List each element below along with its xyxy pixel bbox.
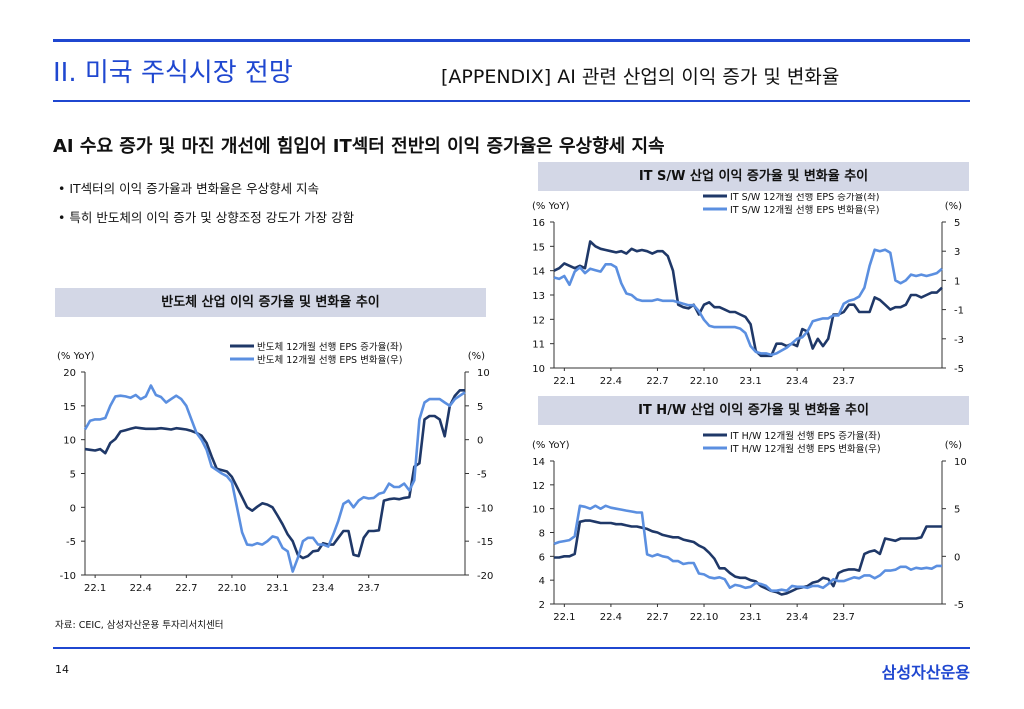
legend-label: 반도체 12개월 선행 EPS 변화율(우) (257, 354, 402, 366)
source-note: 자료: CEIC, 삼성자산운용 투자리서치센터 (55, 620, 224, 631)
sw-chart-title: IT S/W 산업 이익 증가율 및 변화율 추이 (538, 162, 969, 191)
left-tick-label: 10 (532, 364, 545, 375)
right-tick-label: -5 (954, 364, 964, 375)
left-tick-label: 5 (70, 470, 76, 481)
right-tick-label: 0 (954, 552, 960, 563)
left-tick-label: 8 (539, 529, 545, 540)
bullet-list: IT섹터의 이익 증가율과 변화율은 우상향세 지속 특히 반도체의 이익 증가… (58, 178, 354, 236)
left-tick-label: -5 (66, 537, 76, 548)
x-tick-label: 23.4 (312, 583, 334, 594)
x-tick-label: 23.7 (833, 612, 855, 623)
series-line-eps-growth (554, 519, 942, 596)
right-tick-label: -5 (954, 600, 964, 611)
left-unit-label: (% YoY) (57, 351, 95, 362)
title-underline (53, 100, 970, 102)
right-unit-label: (%) (468, 351, 485, 362)
legend-label: IT S/W 12개월 선행 EPS 증가율(좌) (730, 193, 880, 203)
x-tick-label: 22.7 (646, 612, 668, 623)
right-tick-label: -1 (954, 306, 964, 317)
x-tick-label: 22.1 (553, 376, 575, 387)
right-unit-label: (%) (945, 201, 962, 212)
brand-logo: 삼성자산운용 (881, 663, 970, 682)
x-tick-label: 22.10 (690, 612, 719, 623)
x-tick-label: 22.10 (218, 583, 247, 594)
page-number: 14 (55, 663, 69, 676)
x-tick-label: 22.4 (600, 376, 622, 387)
x-tick-label: 23.4 (786, 612, 808, 623)
x-tick-label: 23.4 (786, 376, 808, 387)
left-tick-label: 15 (532, 242, 545, 253)
x-tick-label: 23.1 (739, 612, 761, 623)
series-line-eps-revision (83, 384, 466, 573)
x-tick-label: 22.4 (130, 583, 152, 594)
left-tick-label: 14 (532, 457, 545, 468)
footer-rule (53, 647, 970, 649)
right-unit-label: (%) (945, 440, 962, 451)
right-tick-label: 5 (954, 218, 960, 229)
right-tick-label: 5 (954, 505, 960, 516)
series-line-eps-growth (84, 388, 465, 560)
right-tick-label: -20 (477, 571, 493, 582)
left-tick-label: 10 (532, 505, 545, 516)
x-tick-label: 22.7 (646, 376, 668, 387)
right-tick-label: 0 (477, 436, 483, 447)
legend-label: IT H/W 12개월 선행 EPS 변화율(우) (730, 443, 881, 455)
right-tick-label: -3 (954, 335, 964, 346)
right-tick-label: 3 (954, 247, 960, 258)
series-line-eps-growth (553, 240, 943, 358)
left-tick-label: 0 (70, 503, 76, 514)
left-tick-label: 16 (532, 218, 545, 229)
series-line-eps-revision (553, 504, 942, 592)
section-title: II. 미국 주식시장 전망 (53, 58, 293, 88)
x-tick-label: 23.7 (833, 376, 855, 387)
right-tick-label: 1 (954, 276, 960, 287)
semi-chart: (% YoY) (%) -10 -5 0 5 10 15 20 -20 -15 -10 -5 0 5 10 22… (57, 341, 493, 594)
left-tick-label: 6 (539, 552, 545, 563)
headline: AI 수요 증가 및 마진 개선에 힘입어 IT섹터 전반의 이익 증가율은 우… (53, 136, 665, 157)
x-tick-label: 23.1 (739, 376, 761, 387)
x-tick-label: 22.1 (553, 612, 575, 623)
x-tick-label: 23.1 (266, 583, 288, 594)
bullet-item: IT섹터의 이익 증가율과 변화율은 우상향세 지속 (58, 178, 354, 197)
left-tick-label: 13 (532, 291, 545, 302)
left-tick-label: 11 (532, 340, 545, 351)
x-tick-label: 22.10 (690, 376, 719, 387)
x-tick-label: 22.1 (84, 583, 106, 594)
left-tick-label: 20 (63, 368, 76, 379)
left-tick-label: 4 (539, 576, 545, 587)
left-tick-label: 12 (532, 481, 545, 492)
appendix-title: [APPENDIX] AI 관련 산업의 이익 증가 및 변화율 (441, 66, 840, 88)
right-tick-label: 10 (477, 368, 490, 379)
right-tick-label: -10 (477, 503, 493, 514)
left-tick-label: -10 (60, 571, 76, 582)
x-tick-label: 22.7 (175, 583, 197, 594)
hw-chart-title: IT H/W 산업 이익 증가율 및 변화율 추이 (538, 396, 969, 425)
x-tick-label: 22.4 (600, 612, 622, 623)
legend-label: 반도체 12개월 선행 EPS 증가율(좌) (257, 341, 402, 353)
right-tick-label: 10 (954, 457, 967, 468)
legend-label: IT H/W 12개월 선행 EPS 증가율(좌) (730, 430, 881, 442)
series-line-eps-revision (553, 248, 943, 357)
bullet-item: 특히 반도체의 이익 증가 및 상향조정 강도가 가장 강함 (58, 207, 354, 226)
hw-chart: (% YoY) (%) 2 4 6 8 10 12 14 -5 0 5 10 22.1 22.4 22.7 22… (532, 430, 967, 623)
left-tick-label: 15 (63, 402, 76, 413)
legend-label: IT S/W 12개월 선행 EPS 변화율(우) (730, 204, 880, 216)
left-unit-label: (% YoY) (532, 440, 570, 451)
x-tick-label: 23.7 (358, 583, 380, 594)
left-tick-label: 12 (532, 315, 545, 326)
left-tick-label: 2 (539, 600, 545, 611)
left-unit-label: (% YoY) (532, 201, 570, 212)
right-tick-label: 5 (477, 402, 483, 413)
right-tick-label: -15 (477, 537, 493, 548)
left-tick-label: 10 (63, 436, 76, 447)
semi-chart-title: 반도체 산업 이익 증가율 및 변화율 추이 (55, 288, 486, 317)
top-rule (53, 39, 970, 42)
left-tick-label: 14 (532, 267, 545, 278)
right-tick-label: -5 (477, 470, 487, 481)
